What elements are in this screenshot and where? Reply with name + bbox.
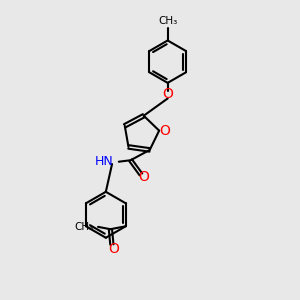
Text: CH₃: CH₃ <box>158 16 177 26</box>
Text: CH₃: CH₃ <box>74 222 94 232</box>
Text: O: O <box>160 124 170 138</box>
Text: O: O <box>108 242 119 256</box>
Text: O: O <box>162 87 173 101</box>
Text: HN: HN <box>95 155 113 168</box>
Text: O: O <box>138 170 149 184</box>
